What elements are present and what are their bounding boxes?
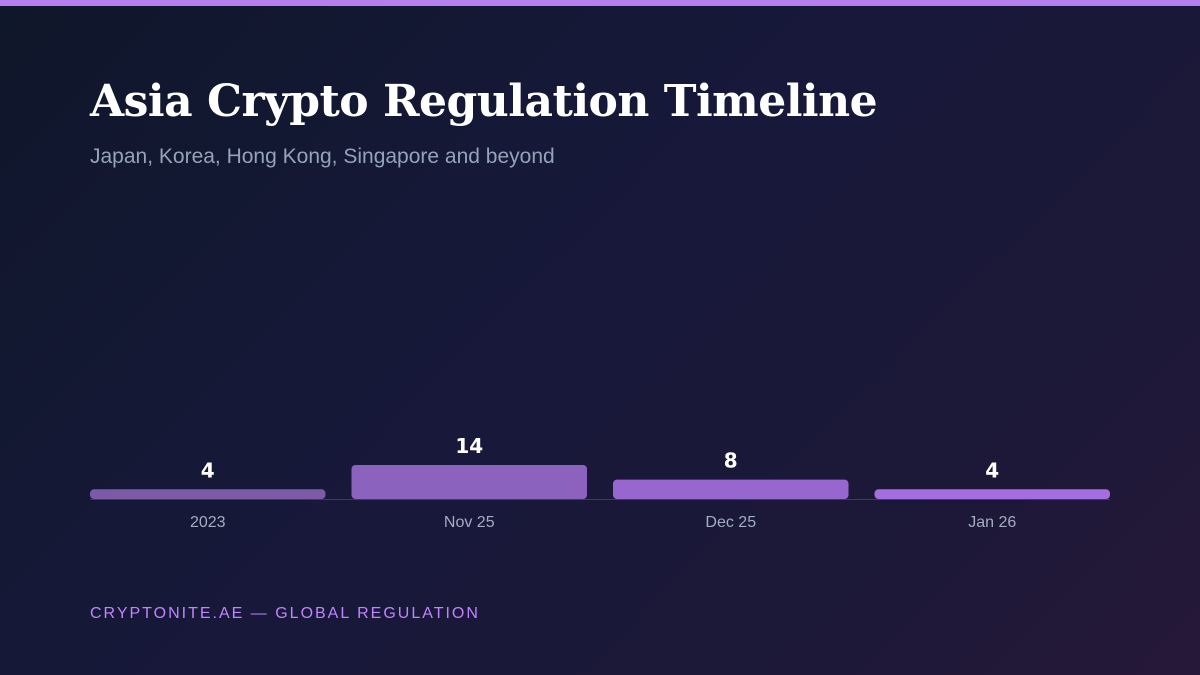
bar <box>874 489 1110 499</box>
bar <box>90 489 326 499</box>
footer-brand: CRYPTONITE.AE — GLOBAL REGULATION <box>90 605 480 622</box>
bar <box>351 465 587 499</box>
chart-subtitle: Japan, Korea, Hong Kong, Singapore and b… <box>90 145 555 168</box>
bar-value-label: 14 <box>455 434 483 458</box>
bar-value-label: 8 <box>724 449 738 473</box>
x-tick-label: Jan 26 <box>968 514 1016 531</box>
x-tick-label: Nov 25 <box>444 514 495 531</box>
top-accent-bar <box>0 0 1200 6</box>
x-tick-label: 2023 <box>190 514 226 531</box>
chart-title: Asia Crypto Regulation Timeline <box>90 76 878 127</box>
bar-value-label: 4 <box>201 458 215 482</box>
bar-value-label: 4 <box>985 458 999 482</box>
bar <box>613 479 849 499</box>
x-tick-label: Dec 25 <box>705 514 756 531</box>
